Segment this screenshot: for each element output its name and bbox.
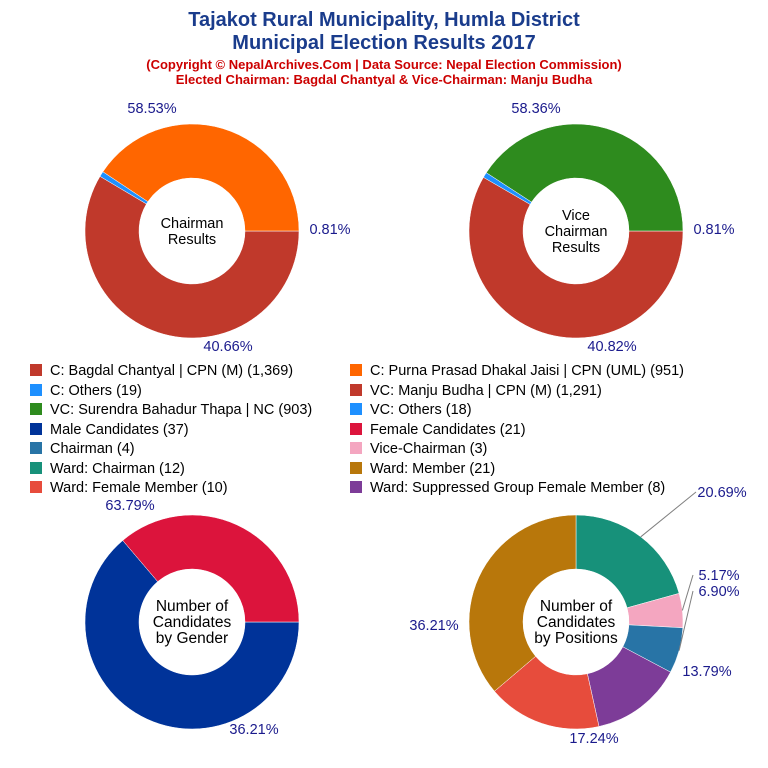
legend-item: Ward: Female Member (10) bbox=[30, 479, 228, 497]
slice-percent-label: 0.81% bbox=[693, 222, 734, 238]
legend-label: VC: Surendra Bahadur Thapa | NC (903) bbox=[50, 402, 313, 418]
chart-title-line1: Tajakot Rural Municipality, Humla Distri… bbox=[188, 9, 580, 31]
donut-center-label: by Gender bbox=[156, 630, 228, 647]
leader-line bbox=[640, 491, 697, 538]
legend-swatch bbox=[350, 383, 362, 396]
legend-label: C: Purna Prasad Dhakal Jaisi | CPN (UML)… bbox=[370, 363, 685, 379]
leader-line bbox=[681, 574, 694, 611]
donut-center-label: Candidates bbox=[537, 614, 616, 631]
donut-slice bbox=[485, 123, 684, 232]
donut-slice bbox=[102, 123, 300, 232]
legend-label: VC: Others (18) bbox=[370, 402, 472, 418]
donut-center-label: by Positions bbox=[534, 630, 618, 647]
legend-label: Ward: Female Member (10) bbox=[50, 480, 228, 496]
legend-item: Female Candidates (21) bbox=[350, 421, 526, 439]
legend-swatch bbox=[350, 461, 362, 474]
donut-slice bbox=[468, 176, 684, 339]
donut-slice bbox=[84, 176, 300, 339]
slice-percent-label: 58.53% bbox=[127, 101, 176, 117]
legend-item: C: Bagdal Chantyal | CPN (M) (1,369) bbox=[30, 362, 293, 380]
donut-center-label: Vice bbox=[562, 208, 590, 224]
donut-center-label: Results bbox=[168, 232, 216, 248]
legend-swatch bbox=[30, 481, 42, 493]
legend-swatch bbox=[30, 422, 42, 435]
legend-swatch bbox=[350, 422, 362, 435]
legend-item: Ward: Suppressed Group Female Member (8) bbox=[350, 479, 665, 497]
legend-item: Vice-Chairman (3) bbox=[350, 440, 487, 458]
slice-percent-label: 40.82% bbox=[587, 339, 636, 355]
chart-subtitle-elected: Elected Chairman: Bagdal Chantyal & Vice… bbox=[175, 72, 593, 87]
donut-center-label: Chairman bbox=[161, 216, 224, 232]
legend-swatch bbox=[30, 383, 42, 396]
slice-percent-label: 0.81% bbox=[309, 222, 350, 238]
legend-item: C: Others (19) bbox=[30, 382, 142, 400]
legend-label: Male Candidates (37) bbox=[50, 421, 189, 438]
legend-label: Ward: Member (21) bbox=[370, 460, 496, 477]
legend-item: Ward: Chairman (12) bbox=[30, 460, 185, 478]
chart-subtitle-source: (Copyright © NepalArchives.Com | Data So… bbox=[146, 57, 622, 72]
donut-center-label: Number of bbox=[540, 598, 613, 615]
donut-center-label: Candidates bbox=[153, 614, 232, 631]
legend-swatch bbox=[350, 403, 362, 415]
legend-label: Ward: Chairman (12) bbox=[50, 460, 185, 477]
legend-label: C: Others (19) bbox=[50, 382, 142, 399]
slice-percent-label: 6.90% bbox=[698, 584, 739, 600]
donut-slice bbox=[122, 514, 300, 623]
slice-percent-label: 36.21% bbox=[409, 618, 458, 634]
donut-slice bbox=[468, 514, 577, 692]
leader-line bbox=[678, 590, 694, 651]
legend-label: Vice-Chairman (3) bbox=[370, 441, 488, 457]
donut-center-label: Results bbox=[552, 240, 600, 256]
slice-percent-label: 5.17% bbox=[698, 568, 739, 584]
legend-label: VC: Manju Budha | CPN (M) (1,291) bbox=[370, 382, 602, 399]
slice-percent-label: 40.66% bbox=[203, 339, 252, 355]
legend-label: Female Candidates (21) bbox=[370, 421, 526, 438]
chart-title-line2: Municipal Election Results 2017 bbox=[232, 32, 536, 54]
legend-item: Male Candidates (37) bbox=[30, 421, 189, 439]
legend-label: Chairman (4) bbox=[50, 441, 135, 457]
legend-item: Ward: Member (21) bbox=[350, 460, 495, 478]
legend-swatch bbox=[350, 364, 362, 376]
slice-percent-label: 63.79% bbox=[105, 498, 154, 514]
legend-item: VC: Manju Budha | CPN (M) (1,291) bbox=[350, 382, 602, 400]
legend-swatch bbox=[30, 442, 42, 454]
legend-item: Chairman (4) bbox=[30, 440, 135, 458]
legend-item: C: Purna Prasad Dhakal Jaisi | CPN (UML)… bbox=[350, 362, 684, 380]
legend-label: Ward: Suppressed Group Female Member (8) bbox=[370, 480, 666, 496]
slice-percent-label: 58.36% bbox=[511, 101, 560, 117]
donut-center-label: Chairman bbox=[545, 224, 608, 240]
donut-slice bbox=[84, 540, 300, 730]
slice-percent-label: 17.24% bbox=[569, 731, 618, 747]
slice-percent-label: 13.79% bbox=[682, 664, 731, 680]
legend-swatch bbox=[30, 364, 42, 376]
donut-center-label: Number of bbox=[156, 598, 229, 615]
slice-percent-label: 36.21% bbox=[229, 722, 278, 738]
legend-label: C: Bagdal Chantyal | CPN (M) (1,369) bbox=[50, 363, 294, 379]
legend-item: VC: Others (18) bbox=[350, 401, 472, 419]
slice-percent-label: 20.69% bbox=[697, 485, 746, 501]
legend-item: VC: Surendra Bahadur Thapa | NC (903) bbox=[30, 401, 312, 419]
legend-swatch bbox=[350, 442, 362, 454]
legend-swatch bbox=[30, 461, 42, 474]
donut-slice bbox=[575, 514, 680, 609]
legend-swatch bbox=[30, 403, 42, 415]
legend-swatch bbox=[350, 481, 362, 493]
